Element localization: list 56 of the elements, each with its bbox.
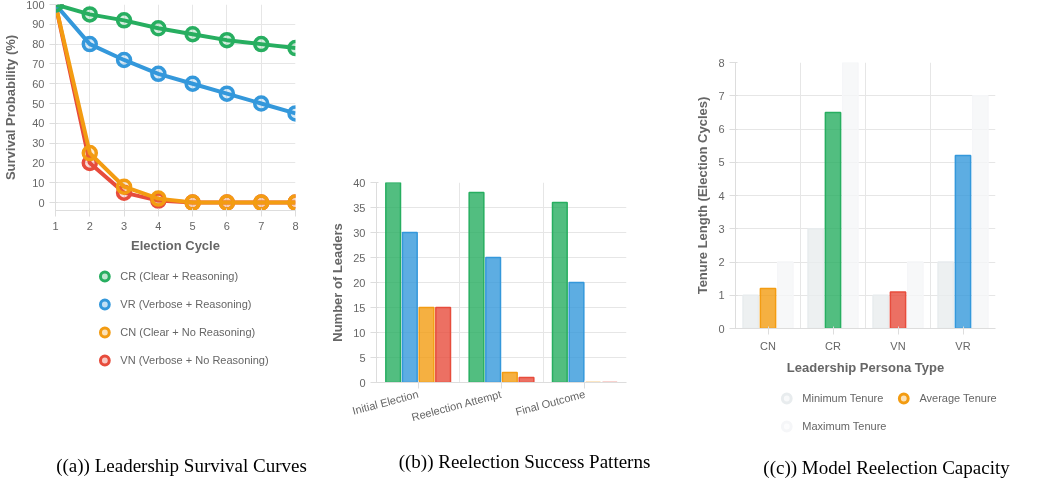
y-tick-label: 50 (32, 97, 45, 110)
x-tick-label: 5 (189, 219, 196, 232)
y-tick-label: 20 (32, 156, 45, 169)
x-tick-label: VR (955, 339, 971, 352)
y-tick-label: 5 (718, 156, 725, 169)
text: ((b)) Reelection Success Patterns (398, 450, 651, 473)
y-tick-label: 30 (353, 226, 366, 239)
y-tick-label: 1 (718, 289, 725, 302)
y-tick-label: 0 (718, 322, 725, 335)
y-tick-label: 40 (353, 176, 366, 189)
y-tick-label: 20 (353, 276, 366, 289)
y-tick-label: 2 (718, 256, 725, 268)
legend-label: Average Tenure (919, 392, 997, 404)
y-tick-label: 5 (359, 351, 366, 364)
x-tick-label: Final Outcome (514, 387, 587, 418)
y-tick-label: 40 (32, 117, 45, 130)
y-axis-title: Survival Probability (%) (3, 34, 19, 181)
legend-label: VR (Verbose + Reasoning) (120, 298, 252, 310)
y-tick-label: 7 (718, 89, 725, 102)
y-tick-label: 60 (32, 77, 45, 90)
y-tick-label: 6 (718, 123, 725, 135)
y-axis-title: Number of Leaders (330, 223, 346, 342)
y-tick-label: 80 (32, 38, 45, 51)
y-tick-label: 10 (32, 176, 45, 189)
y-tick-label: 4 (718, 189, 725, 202)
x-axis-title: Leadership Persona Type (786, 359, 945, 375)
legend-label: VN (Verbose + No Reasoning) (120, 354, 269, 366)
y-tick-label: 25 (353, 251, 366, 264)
y-tick-label: 15 (353, 301, 366, 314)
x-tick-label: 6 (223, 219, 230, 232)
text: ((c)) Model Reelection Capacity (763, 456, 1011, 479)
y-tick-label: 35 (353, 201, 366, 214)
y-tick-label: 30 (32, 137, 45, 150)
y-tick-label: 10 (353, 326, 366, 339)
y-tick-label: 0 (359, 376, 366, 389)
x-tick-label: 3 (121, 219, 128, 232)
legend-label: Minimum Tenure (802, 392, 884, 404)
x-axis-title: Election Cycle (131, 237, 220, 253)
y-tick-label: 100 (26, 0, 45, 11)
x-tick-label: CN (760, 339, 776, 352)
y-tick-label: 90 (32, 18, 45, 31)
legend-label: CR (Clear + Reasoning) (120, 270, 239, 282)
y-tick-label: 0 (38, 196, 45, 209)
x-tick-label: 4 (155, 219, 162, 232)
text: ((a)) Leadership Survival Curves (56, 454, 307, 477)
x-tick-label: 2 (86, 219, 93, 232)
x-tick-label: 7 (258, 219, 265, 232)
y-tick-label: 8 (718, 56, 725, 69)
y-axis-title: Tenure Length (Election Cycles) (695, 96, 711, 295)
legend-label: CN (Clear + No Reasoning) (120, 326, 256, 338)
x-tick-label: CR (825, 339, 841, 352)
legend-label: Maximum Tenure (802, 420, 887, 432)
x-tick-label: VN (890, 339, 906, 352)
y-tick-label: 70 (32, 57, 45, 70)
x-tick-label: 8 (292, 219, 299, 232)
x-tick-label: 1 (52, 219, 59, 232)
